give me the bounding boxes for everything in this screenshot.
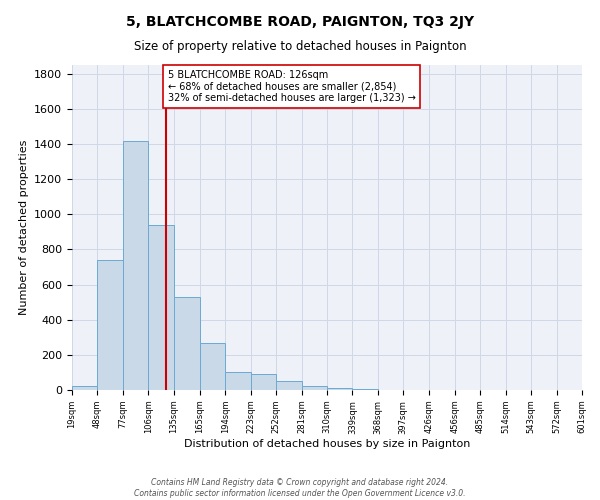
Text: 5, BLATCHCOMBE ROAD, PAIGNTON, TQ3 2JY: 5, BLATCHCOMBE ROAD, PAIGNTON, TQ3 2JY [126, 15, 474, 29]
Bar [173, 297, 200, 390]
Text: 5 BLATCHCOMBE ROAD: 126sqm
← 68% of detached houses are smaller (2,854)
32% of s: 5 BLATCHCOMBE ROAD: 126sqm ← 68% of deta… [167, 70, 415, 104]
Text: Contains HM Land Registry data © Crown copyright and database right 2024.
Contai: Contains HM Land Registry data © Crown c… [134, 478, 466, 498]
Bar [352, 389, 378, 390]
Bar [200, 342, 226, 390]
Bar [72, 386, 97, 390]
Bar [251, 374, 276, 390]
Bar [123, 140, 148, 390]
Bar [148, 225, 173, 390]
Text: Size of property relative to detached houses in Paignton: Size of property relative to detached ho… [134, 40, 466, 53]
Bar [276, 381, 302, 390]
Bar [97, 260, 123, 390]
X-axis label: Distribution of detached houses by size in Paignton: Distribution of detached houses by size … [184, 440, 470, 450]
Bar [226, 372, 251, 390]
Bar [302, 386, 327, 390]
Bar [327, 388, 352, 390]
Y-axis label: Number of detached properties: Number of detached properties [19, 140, 29, 315]
